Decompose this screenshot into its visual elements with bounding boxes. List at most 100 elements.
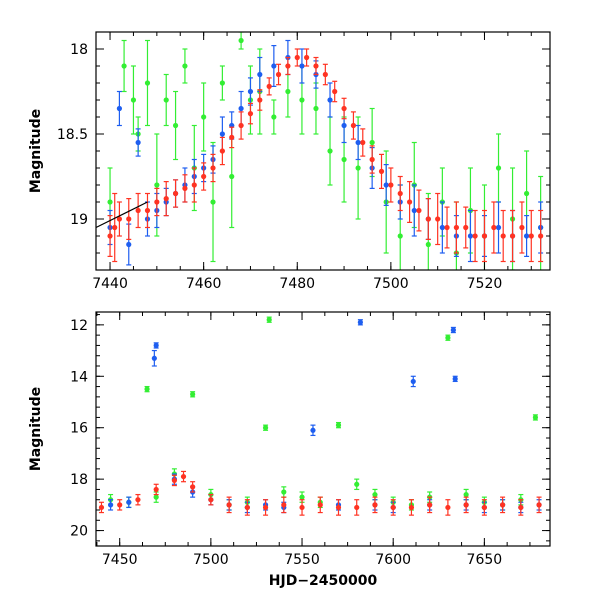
data-point bbox=[463, 491, 469, 498]
data-point bbox=[210, 199, 216, 205]
data-point bbox=[369, 156, 375, 163]
data-point bbox=[354, 504, 360, 511]
data-point bbox=[153, 342, 159, 349]
top-axes-frame bbox=[95, 31, 551, 271]
data-point bbox=[144, 386, 150, 392]
x-tick-label: 7440 bbox=[92, 276, 128, 292]
y-tick-label: 14 bbox=[70, 369, 88, 385]
data-point bbox=[453, 224, 459, 231]
data-point bbox=[390, 504, 396, 511]
x-tick-label: 7520 bbox=[467, 276, 503, 292]
data-point bbox=[126, 216, 132, 222]
bottom-panel: 7450 7500 7550 7600 7650 12 14 16 18 20 Magnitude… bbox=[28, 311, 551, 589]
data-point bbox=[182, 63, 188, 69]
top-model-line-0 bbox=[96, 201, 148, 229]
data-point bbox=[281, 502, 287, 508]
data-point bbox=[121, 63, 127, 69]
data-point bbox=[411, 207, 417, 214]
data-point bbox=[425, 241, 431, 248]
data-point bbox=[452, 376, 458, 382]
data-point bbox=[116, 216, 123, 222]
data-point bbox=[335, 504, 342, 511]
data-point bbox=[378, 168, 385, 174]
data-point bbox=[388, 182, 394, 188]
data-point bbox=[247, 88, 254, 95]
data-point bbox=[445, 335, 451, 341]
data-point bbox=[238, 37, 244, 44]
x-tick-label: 7550 bbox=[284, 552, 320, 568]
data-point bbox=[153, 494, 159, 500]
data-point bbox=[238, 122, 244, 129]
x-tick-label: 7600 bbox=[375, 552, 411, 568]
data-point bbox=[499, 502, 506, 508]
top-y-axis-label: Magnitude bbox=[28, 109, 44, 193]
data-point bbox=[182, 185, 188, 191]
data-point bbox=[481, 504, 487, 511]
data-point bbox=[201, 114, 207, 120]
data-point bbox=[190, 391, 196, 397]
data-point bbox=[519, 224, 525, 231]
data-point bbox=[275, 71, 282, 78]
top-panel: 7440 7460 7480 7500 7520 18 18.5 19 Magnitude bbox=[28, 31, 551, 292]
top-ticks: 7440 7460 7480 7500 7520 18 18.5 19 bbox=[57, 31, 550, 292]
data-point bbox=[350, 122, 357, 129]
data-point bbox=[219, 131, 225, 137]
data-point bbox=[491, 224, 497, 231]
x-tick-label: 7480 bbox=[279, 276, 315, 292]
data-point bbox=[354, 481, 360, 487]
data-point bbox=[408, 504, 415, 511]
data-point bbox=[116, 105, 123, 112]
y-tick-label: 18 bbox=[70, 42, 88, 58]
data-point bbox=[410, 378, 416, 385]
data-point bbox=[327, 97, 333, 103]
data-point bbox=[244, 504, 250, 511]
data-point bbox=[163, 196, 169, 202]
data-point bbox=[126, 499, 132, 505]
data-point bbox=[107, 233, 113, 239]
data-point bbox=[285, 88, 291, 95]
data-point bbox=[191, 182, 197, 188]
data-point bbox=[427, 502, 433, 508]
data-point bbox=[299, 63, 305, 69]
data-point bbox=[341, 105, 347, 112]
data-point bbox=[463, 224, 469, 231]
data-point bbox=[416, 207, 422, 214]
data-point bbox=[304, 54, 310, 61]
data-point bbox=[219, 80, 225, 86]
data-point bbox=[247, 111, 254, 117]
data-point bbox=[266, 83, 272, 89]
x-tick-label: 7500 bbox=[193, 552, 229, 568]
data-point bbox=[135, 207, 141, 214]
data-point bbox=[107, 502, 114, 508]
data-point bbox=[190, 484, 196, 490]
data-point bbox=[208, 497, 214, 503]
data-point bbox=[481, 233, 488, 239]
data-point bbox=[163, 97, 169, 103]
data-point bbox=[528, 233, 534, 239]
data-point bbox=[467, 233, 474, 239]
data-point bbox=[313, 63, 319, 69]
data-point bbox=[383, 182, 389, 188]
data-point bbox=[154, 199, 160, 205]
data-point bbox=[327, 148, 333, 154]
bottom-y-axis-label: Magnitude bbox=[28, 387, 44, 471]
data-point bbox=[355, 165, 361, 171]
data-point bbox=[341, 156, 347, 163]
data-point bbox=[372, 502, 378, 508]
data-point bbox=[130, 97, 137, 103]
data-point bbox=[210, 165, 216, 171]
data-point bbox=[257, 97, 263, 103]
data-point bbox=[472, 233, 478, 239]
data-point bbox=[262, 425, 269, 431]
y-tick-label: 20 bbox=[70, 524, 88, 540]
x-tick-label: 7460 bbox=[186, 276, 222, 292]
data-point bbox=[201, 173, 207, 180]
data-point bbox=[518, 504, 524, 511]
data-point bbox=[495, 224, 502, 231]
data-point bbox=[151, 355, 157, 361]
data-point bbox=[135, 497, 141, 503]
bottom-series-2 bbox=[98, 470, 542, 516]
data-point bbox=[172, 190, 179, 197]
data-point bbox=[397, 233, 403, 239]
data-point bbox=[523, 233, 530, 239]
